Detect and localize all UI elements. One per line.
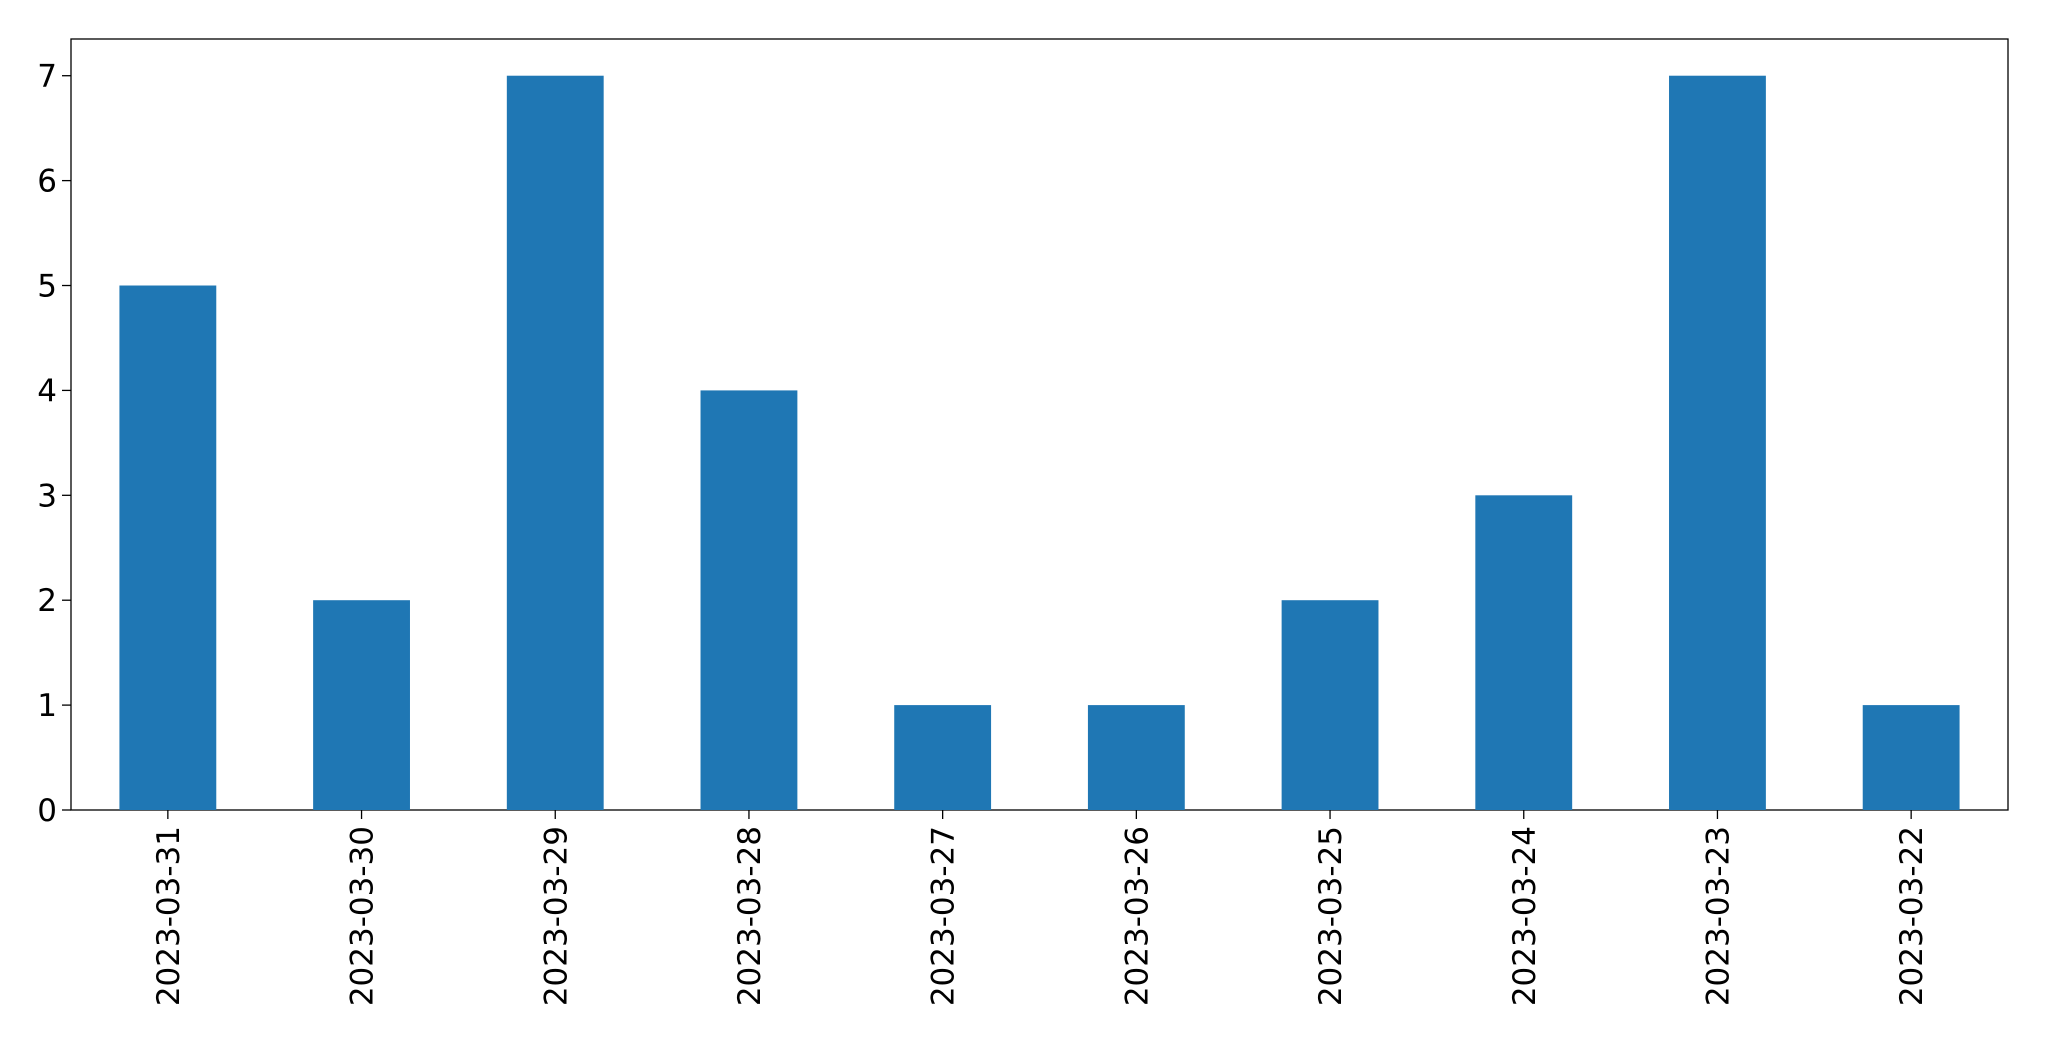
x-tick-label: 2023-03-24 [1507,826,1543,1006]
x-tick-label: 2023-03-27 [926,826,962,1006]
x-tick-label: 2023-03-30 [345,826,381,1006]
x-tick-label: 2023-03-22 [1894,826,1930,1006]
bar [119,285,217,810]
y-tick-label: 3 [37,478,57,514]
bar [1087,705,1185,810]
x-tick-label: 2023-03-25 [1313,826,1349,1006]
x-tick-label: 2023-03-29 [538,826,574,1006]
bar [894,705,992,810]
x-tick-label: 2023-03-26 [1119,826,1155,1006]
x-tick-label: 2023-03-23 [1700,826,1736,1006]
y-tick-label: 2 [37,583,57,619]
y-tick-label: 5 [37,269,57,305]
bar [1475,495,1573,810]
bar [313,600,410,810]
y-tick-label: 6 [37,164,57,200]
y-tick-label: 7 [37,59,57,95]
y-tick-label: 0 [37,793,57,829]
y-tick-label: 1 [37,688,57,724]
bar [1862,705,1960,810]
plot-frame [70,38,2009,811]
bar [506,75,604,810]
x-tick-label: 2023-03-31 [151,826,187,1006]
x-tick-label: 2023-03-28 [732,826,768,1006]
y-tick-label: 4 [37,373,57,409]
bar [1281,600,1379,810]
bar [700,390,798,810]
bar [1669,75,1766,810]
